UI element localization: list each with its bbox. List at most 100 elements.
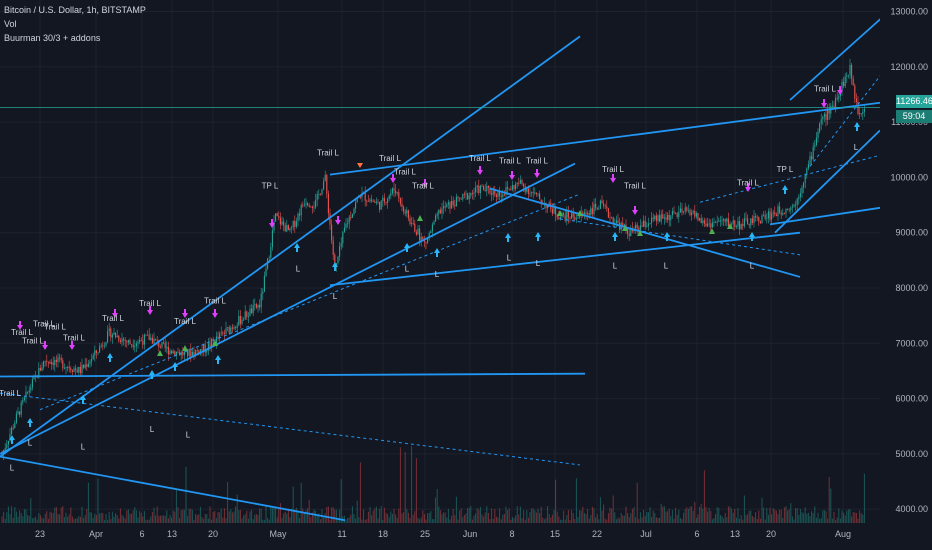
volume-bar: [268, 519, 270, 523]
volume-bar: [73, 519, 75, 523]
trend-line[interactable]: [0, 372, 586, 378]
volume-bar: [710, 510, 712, 523]
candle-body: [51, 362, 53, 364]
candle-body: [28, 390, 30, 393]
candle-body: [780, 212, 782, 215]
volume-bar: [19, 510, 21, 523]
volume-bar: [491, 508, 493, 523]
legend-symbol[interactable]: Bitcoin / U.S. Dollar, 1h, BITSTAMP: [4, 5, 146, 15]
trend-lines[interactable]: [0, 5, 901, 522]
sell-arrow-marker: [147, 306, 153, 315]
trend-line[interactable]: [0, 455, 346, 522]
volume-bar: [438, 506, 440, 523]
trend-line[interactable]: [489, 187, 801, 278]
volume-bar: [807, 512, 809, 523]
volume-bar: [473, 515, 475, 523]
volume-bar: [41, 517, 43, 523]
volume-bar: [804, 507, 806, 523]
volume-bar: [199, 506, 201, 523]
dashed-trend-line[interactable]: [39, 193, 581, 411]
candle-body: [751, 218, 753, 223]
volume-bar: [175, 490, 177, 523]
candle-body: [716, 221, 718, 223]
volume-bar: [84, 515, 86, 523]
dashed-trend-line[interactable]: [0, 392, 581, 466]
trend-line[interactable]: [789, 5, 896, 101]
candle-body: [513, 185, 515, 190]
candle-body: [388, 195, 390, 199]
candle-body: [612, 217, 614, 224]
volume-bar: [379, 508, 381, 523]
time-tick-label: Aug: [835, 529, 851, 539]
candle-body: [681, 208, 683, 213]
time-tick-label: May: [269, 529, 287, 539]
volume-bar: [273, 506, 275, 523]
volume-bar: [1, 516, 3, 523]
volume-bar: [478, 509, 480, 523]
candle-body: [20, 402, 22, 415]
volume-bar: [571, 509, 573, 523]
volume-bar: [279, 503, 281, 523]
volume-bar: [763, 507, 765, 523]
candle-body: [470, 192, 472, 196]
volume-bar: [196, 515, 198, 523]
candle-body: [636, 224, 638, 228]
volume-bar: [860, 513, 862, 523]
volume-bar: [593, 508, 595, 523]
volume-bar: [380, 506, 382, 523]
volume-bar: [857, 518, 859, 523]
trend-line[interactable]: [329, 231, 801, 287]
candle-body: [735, 226, 737, 228]
volume-bar: [188, 508, 190, 523]
candle-body: [593, 203, 595, 215]
volume-bar: [174, 511, 176, 523]
signal-label: L: [664, 262, 669, 271]
candle-body: [68, 366, 70, 369]
candle-body: [502, 194, 504, 197]
candle-body: [276, 213, 278, 217]
time-axis[interactable]: 23 Apr 6 13 20 May 11 18 25 Jun 8 15 22 Jul 6 13 20 Aug: [0, 523, 932, 550]
candle-body: [295, 221, 297, 227]
volume-bar: [519, 506, 521, 523]
candle-body: [483, 186, 485, 191]
volume-bar: [39, 515, 41, 523]
volume-bar: [811, 511, 813, 523]
volume-bar: [59, 514, 61, 523]
trend-line[interactable]: [329, 101, 881, 176]
candle-body: [190, 349, 192, 357]
trend-line[interactable]: [774, 129, 881, 234]
candle-body: [43, 361, 45, 368]
buy-arrow-marker: [107, 353, 113, 362]
buy-arrow-marker: [854, 122, 860, 131]
candle-body: [670, 215, 672, 221]
sell-arrow-marker: [821, 99, 827, 108]
dashed-trend-line[interactable]: [699, 154, 881, 203]
price-axis[interactable]: 13000.0012000.0011000.0010000.009000.008…: [880, 0, 932, 550]
candle-body: [599, 200, 601, 209]
signal-label: Trail L: [317, 148, 339, 157]
trend-line[interactable]: [0, 162, 576, 455]
volume-bar: [585, 514, 587, 523]
volume-bar: [340, 479, 342, 523]
volume-bar: [817, 512, 819, 523]
volume-bar: [299, 518, 301, 523]
volume-bar: [387, 514, 389, 523]
candle-body: [799, 193, 801, 198]
buy-arrow-marker: [782, 185, 788, 194]
candle-body: [583, 212, 585, 215]
volume-bar: [849, 509, 851, 523]
trend-line[interactable]: [769, 206, 881, 226]
candle-body: [473, 192, 475, 194]
volume-bar: [655, 517, 657, 523]
legend-volume-indicator[interactable]: Vol: [4, 19, 17, 29]
signal-label: Trail L: [33, 320, 55, 329]
volume-bar: [489, 519, 491, 523]
volume-bar: [428, 512, 430, 523]
volume-bar: [449, 519, 451, 523]
volume-bar: [625, 506, 627, 523]
volume-bar: [703, 470, 705, 523]
candle-body: [27, 391, 29, 393]
dashed-trend-line[interactable]: [559, 218, 801, 256]
legend-strategy-indicator[interactable]: Buurman 30/3 + addons: [4, 33, 101, 43]
